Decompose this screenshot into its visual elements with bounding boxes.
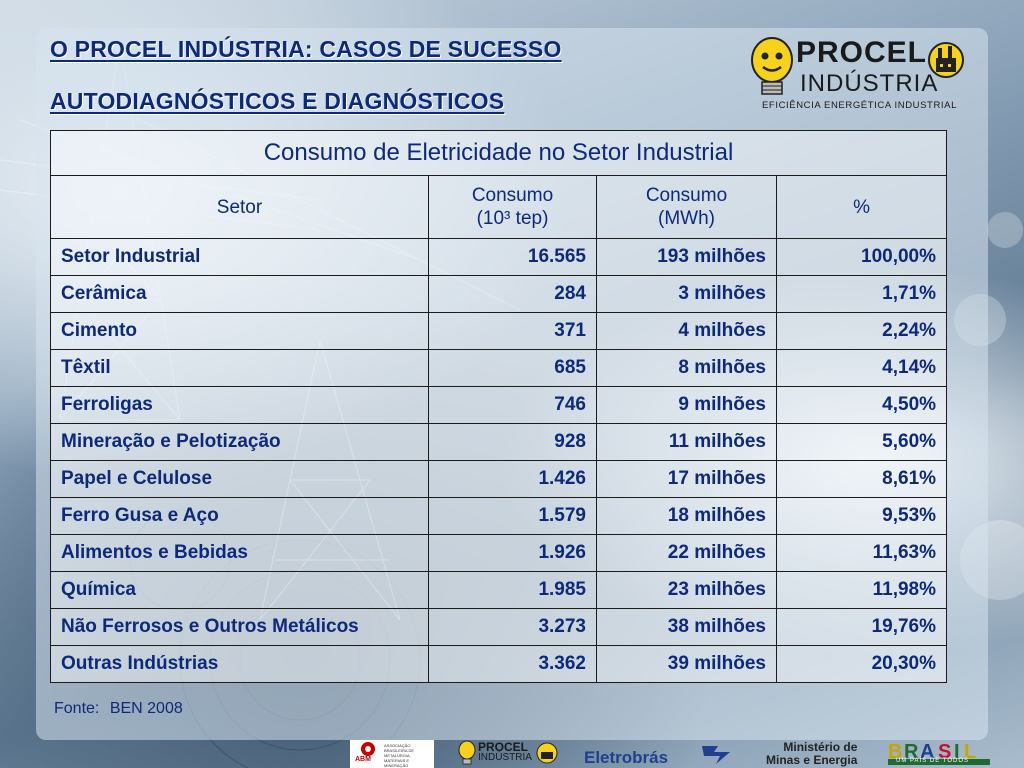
cell-mwh: 39 milhões bbox=[596, 645, 777, 683]
cell-tep: 284 bbox=[428, 275, 597, 313]
table-body: Setor Industrial 16.565 193 milhões 100,00%… bbox=[50, 238, 948, 683]
procel-footer-sub: INDÚSTRIA bbox=[478, 752, 532, 763]
ministerio-line2: Minas e Energia bbox=[766, 753, 858, 767]
source-value: BEN 2008 bbox=[109, 700, 183, 717]
brasil-slogan-bar bbox=[888, 759, 990, 765]
cell-mwh: 23 milhões bbox=[596, 571, 777, 609]
cell-setor: Ferro Gusa e Aço bbox=[50, 497, 429, 535]
cell-pct: 100,00% bbox=[775, 238, 948, 276]
cell-setor: Não Ferrosos e Outros Metálicos bbox=[50, 608, 429, 646]
cell-tep: 16.565 bbox=[428, 238, 597, 276]
brasil-slogan: UM PAÍS DE TODOS bbox=[896, 758, 970, 764]
logo-tagline: EFICIÊNCIA ENERGÉTICA INDUSTRIAL bbox=[762, 100, 957, 111]
cell-tep: 1.926 bbox=[428, 534, 597, 572]
cell-mwh: 18 milhões bbox=[596, 497, 777, 535]
cell-tep: 3.362 bbox=[428, 645, 597, 683]
table-row: Setor Industrial 16.565 193 milhões 100,00% bbox=[50, 238, 948, 276]
cell-tep: 746 bbox=[428, 386, 597, 424]
table-row: Papel e Celulose 1.426 17 milhões 8,61% bbox=[50, 460, 948, 498]
cell-pct: 11,63% bbox=[775, 534, 948, 572]
cell-mwh: 9 milhões bbox=[596, 386, 777, 424]
cell-pct: 5,60% bbox=[775, 423, 948, 461]
cell-tep: 1.579 bbox=[428, 497, 597, 535]
cell-tep: 1.985 bbox=[428, 571, 597, 609]
header-consumo-mwh: Consumo (MWh) bbox=[596, 175, 777, 239]
cell-setor: Cerâmica bbox=[50, 275, 429, 313]
table-row: Ferroligas 746 9 milhões 4,50% bbox=[50, 386, 948, 424]
cell-setor: Papel e Celulose bbox=[50, 460, 429, 498]
cell-setor: Setor Industrial bbox=[50, 238, 429, 276]
table-row: Cimento 371 4 milhões 2,24% bbox=[50, 312, 948, 350]
abm-text: ABM bbox=[355, 756, 371, 763]
table-row: Alimentos e Bebidas 1.926 22 milhões 11,63% bbox=[50, 534, 948, 572]
procel-industria-logo: PROCEL INDÚSTRIA EFICIÊNCIA ENERGÉTICA I… bbox=[748, 34, 964, 114]
footer-logos: ABM ASSOCIAÇÃO BRASILEIRA DE METALURGIA,… bbox=[0, 738, 1024, 768]
cell-pct: 2,24% bbox=[775, 312, 948, 350]
cell-pct: 4,14% bbox=[775, 349, 948, 387]
abm-description: ASSOCIAÇÃO BRASILEIRA DE METALURGIA, MAT… bbox=[384, 743, 415, 768]
page-subtitle: AUTODIAGNÓSTICOS E DIAGNÓSTICOS bbox=[50, 88, 505, 114]
table-row: Outras Indústrias 3.362 39 milhões 20,30% bbox=[50, 645, 948, 683]
eletrobras-emblem-icon bbox=[702, 746, 730, 764]
cell-setor: Cimento bbox=[50, 312, 429, 350]
factory-badge-icon bbox=[928, 42, 964, 78]
cell-mwh: 193 milhões bbox=[596, 238, 777, 276]
cell-mwh: 17 milhões bbox=[596, 460, 777, 498]
cell-mwh: 11 milhões bbox=[596, 423, 777, 461]
cell-mwh: 38 milhões bbox=[596, 608, 777, 646]
cell-tep: 1.426 bbox=[428, 460, 597, 498]
cell-mwh: 22 milhões bbox=[596, 534, 777, 572]
abm-emblem-icon bbox=[361, 742, 375, 756]
header-consumo-tep: Consumo (10³ tep) bbox=[428, 175, 597, 239]
table-row: Ferro Gusa e Aço 1.579 18 milhões 9,53% bbox=[50, 497, 948, 535]
lightbulb-small-icon bbox=[458, 740, 476, 765]
table-caption: Consumo de Eletricidade no Setor Industr… bbox=[49, 130, 948, 176]
source-label: Fonte: bbox=[54, 700, 100, 717]
cell-tep: 685 bbox=[428, 349, 597, 387]
abm-logo: ABM ASSOCIAÇÃO BRASILEIRA DE METALURGIA,… bbox=[350, 740, 434, 768]
cell-mwh: 3 milhões bbox=[596, 275, 777, 313]
ministerio-line1: Ministério de bbox=[783, 740, 858, 754]
cell-setor: Outras Indústrias bbox=[50, 645, 429, 683]
page-title: O PROCEL INDÚSTRIA: CASOS DE SUCESSO bbox=[50, 36, 562, 62]
table-row: Química 1.985 23 milhões 11,98% bbox=[50, 571, 948, 609]
logo-subbrand: INDÚSTRIA bbox=[800, 70, 939, 97]
source-note: Fonte: BEN 2008 bbox=[54, 700, 183, 718]
table-row: Não Ferrosos e Outros Metálicos 3.273 38 m… bbox=[50, 608, 948, 646]
cell-pct: 9,53% bbox=[775, 497, 948, 535]
cell-pct: 8,61% bbox=[775, 460, 948, 498]
procel-footer-logo: PROCEL INDÚSTRIA bbox=[458, 738, 558, 768]
header-setor: Setor bbox=[50, 175, 429, 239]
lightbulb-icon bbox=[751, 37, 793, 95]
table-row: Têxtil 685 8 milhões 4,14% bbox=[50, 349, 948, 387]
cell-pct: 4,50% bbox=[775, 386, 948, 424]
cell-setor: Química bbox=[50, 571, 429, 609]
table-row: Mineração e Pelotização 928 11 milhões 5,60… bbox=[50, 423, 948, 461]
brasil-logo: B R A S I L UM PAÍS DE TODOS bbox=[888, 741, 990, 765]
cell-pct: 1,71% bbox=[775, 275, 948, 313]
table-header-row: Setor Consumo (10³ tep) Consumo (MWh) % bbox=[50, 175, 948, 239]
cell-tep: 371 bbox=[428, 312, 597, 350]
electricity-consumption-table: Consumo de Eletricidade no Setor Industr… bbox=[49, 130, 948, 683]
cell-setor: Têxtil bbox=[50, 349, 429, 387]
cell-mwh: 4 milhões bbox=[596, 312, 777, 350]
cell-tep: 928 bbox=[428, 423, 597, 461]
logo-brand: PROCEL bbox=[796, 36, 928, 69]
cell-setor: Mineração e Pelotização bbox=[50, 423, 429, 461]
procel-footer-brand: PROCEL bbox=[478, 740, 529, 754]
header-percent: % bbox=[775, 175, 948, 239]
factory-badge-small-icon bbox=[536, 742, 558, 764]
cell-pct: 11,98% bbox=[775, 571, 948, 609]
ministerio-logo: Ministério de Minas e Energia bbox=[766, 741, 857, 767]
cell-setor: Ferroligas bbox=[50, 386, 429, 424]
cell-setor: Alimentos e Bebidas bbox=[50, 534, 429, 572]
table-row: Cerâmica 284 3 milhões 1,71% bbox=[50, 275, 948, 313]
eletrobras-logo-text: Eletrobrás bbox=[584, 748, 669, 767]
cell-pct: 19,76% bbox=[775, 608, 948, 646]
cell-mwh: 8 milhões bbox=[596, 349, 777, 387]
cell-pct: 20,30% bbox=[775, 645, 948, 683]
cell-tep: 3.273 bbox=[428, 608, 597, 646]
